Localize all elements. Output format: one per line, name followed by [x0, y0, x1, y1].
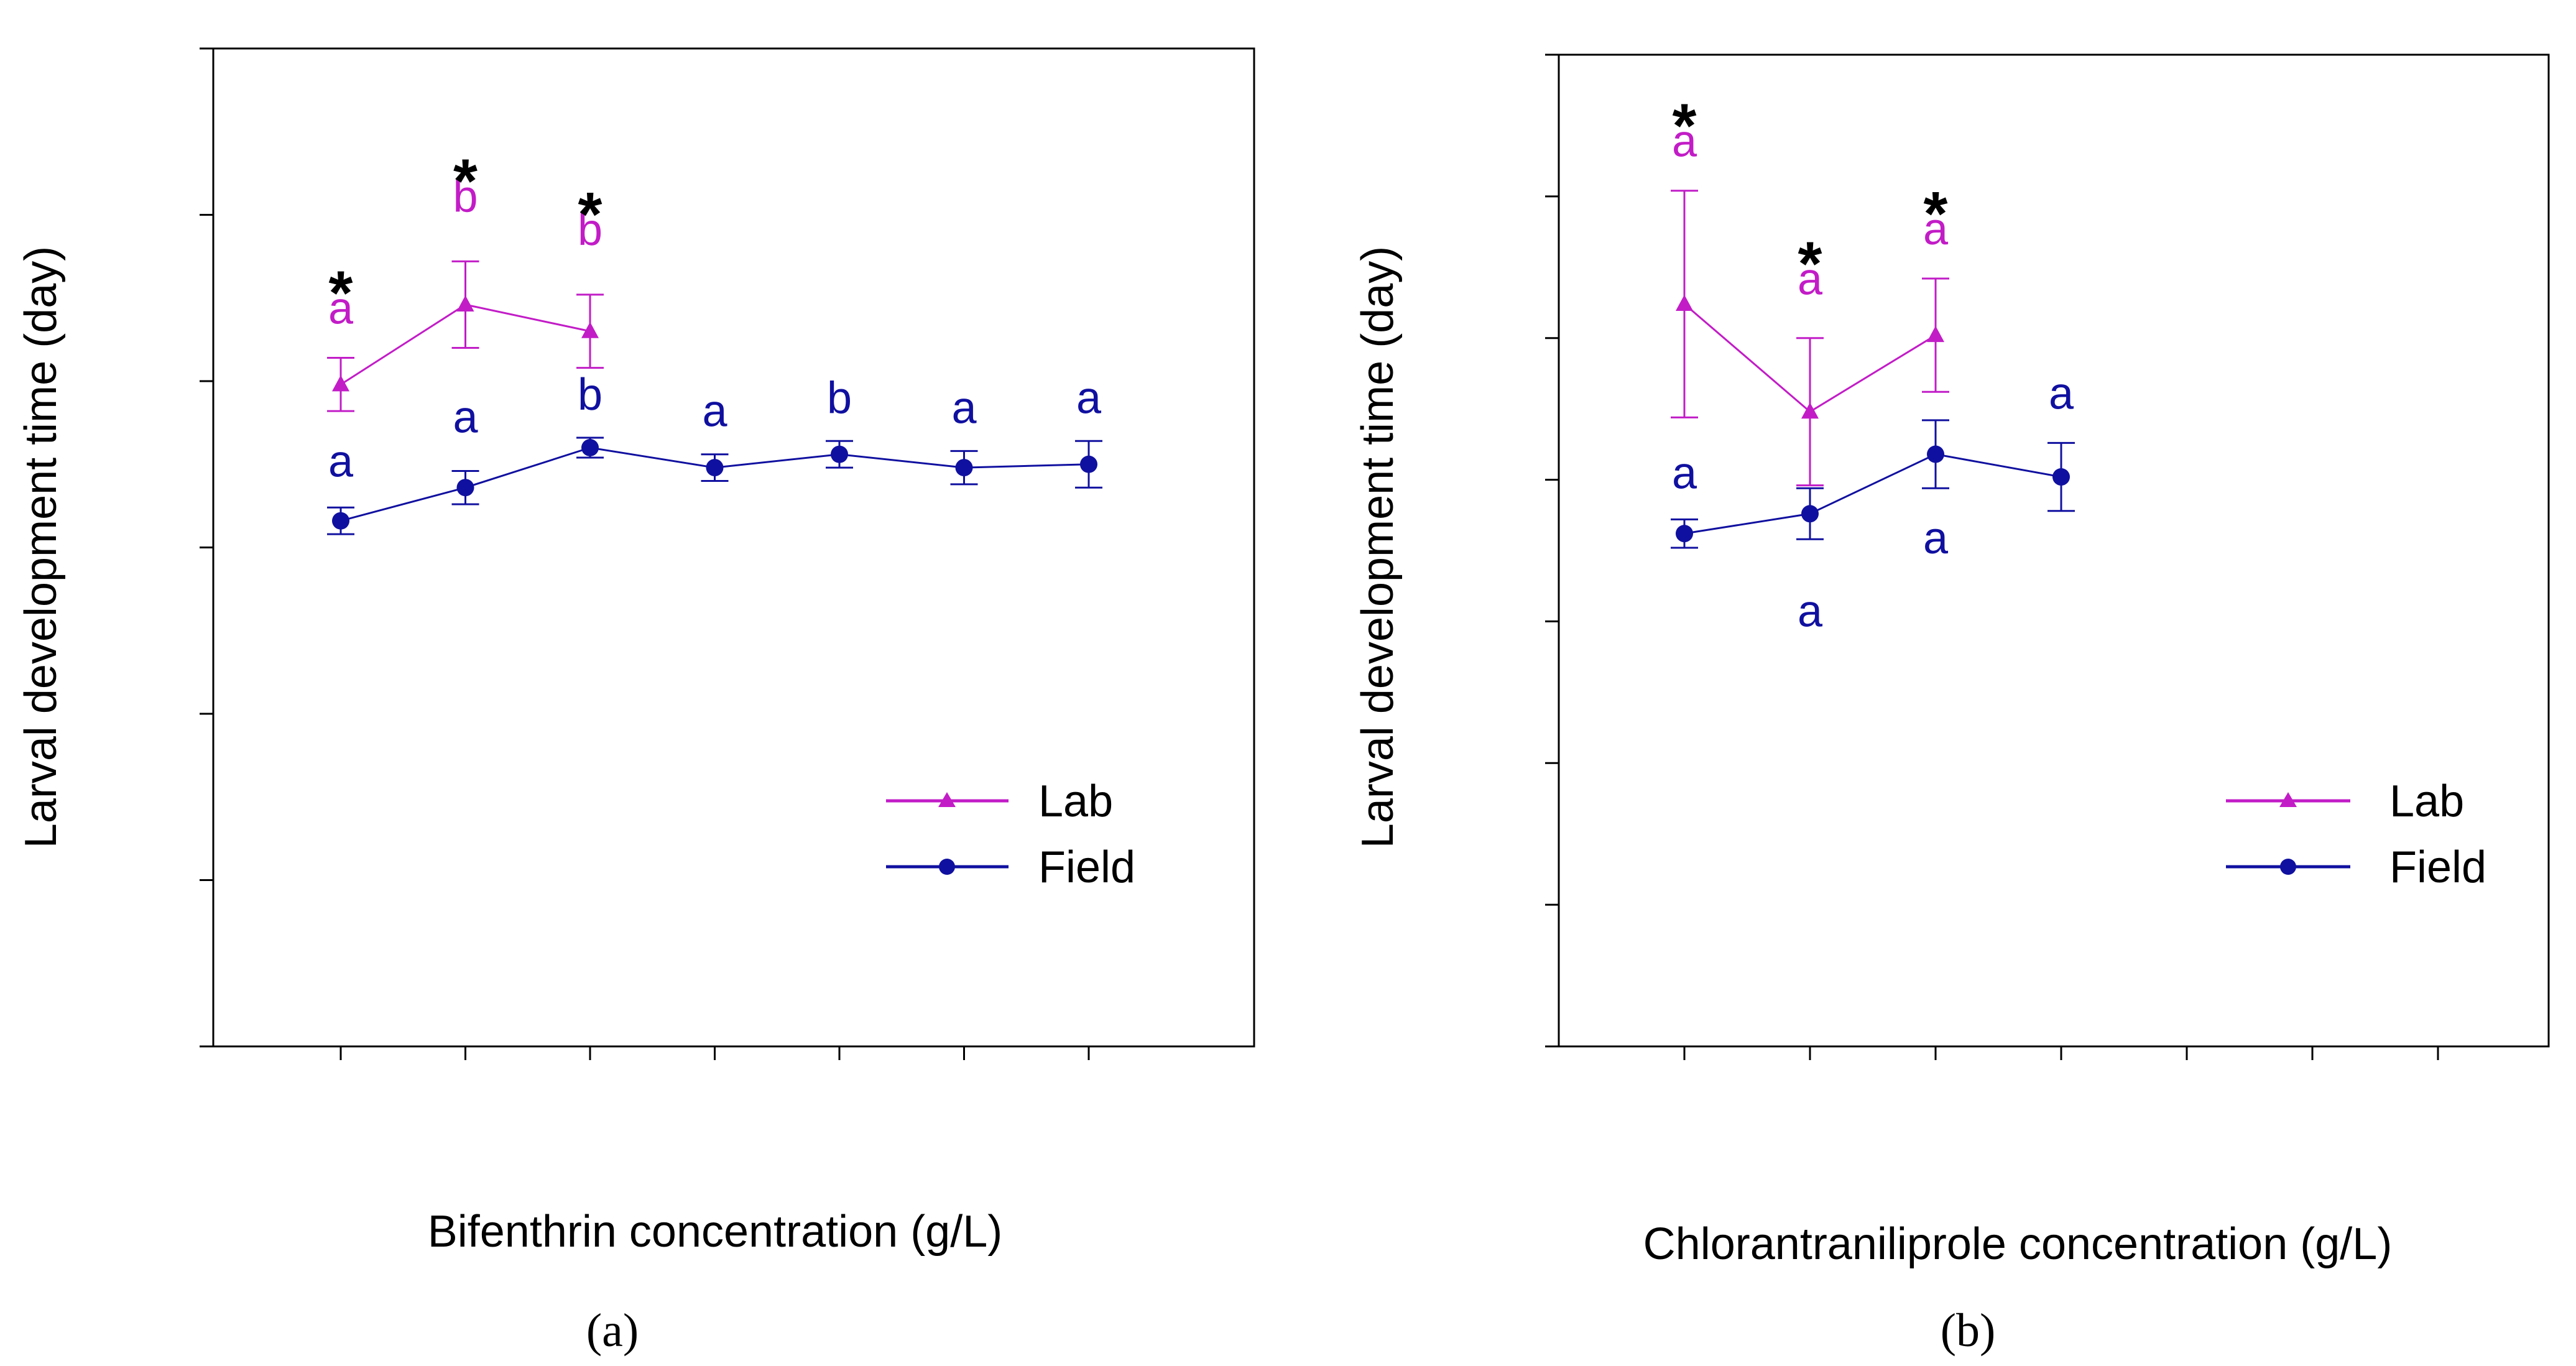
data-markers: [1676, 295, 2070, 543]
panel-label: (a): [586, 1304, 639, 1357]
significance-letter: a: [1672, 117, 1697, 167]
data-markers: [332, 295, 1097, 530]
data-point-field: [1801, 505, 1819, 523]
significance-letter: a: [2049, 369, 2074, 418]
y-axis-label: Larval development time (day): [1353, 246, 1403, 848]
significance-letter: a: [1923, 205, 1949, 254]
data-point-field: [831, 445, 848, 463]
significance-letter: a: [1798, 255, 1823, 305]
data-point-field: [1927, 445, 1944, 463]
data-point-field: [581, 439, 599, 456]
series-line-field: [1684, 453, 2062, 535]
significance-letter: a: [1076, 373, 1102, 423]
significance-letter: a: [1798, 586, 1823, 636]
significance-letter: a: [328, 284, 354, 334]
significance-stars: * * *: [1673, 91, 1948, 299]
legend-field-label: Field: [2389, 842, 2486, 892]
data-point-lab: [456, 295, 474, 312]
data-point-field: [456, 479, 474, 497]
x-axis-label: Bifenthrin concentration (g/L): [428, 1207, 1003, 1257]
data-point-lab: [581, 321, 599, 338]
data-point-field: [1676, 525, 1693, 543]
error-bars: [1671, 190, 2075, 549]
legend-field-label: Field: [1038, 842, 1135, 892]
panel-a: Larval development time (day) Bifenthrin…: [16, 47, 1255, 1357]
data-point-field: [706, 459, 724, 477]
significance-letter: a: [1923, 514, 1949, 563]
legend-lab-marker: [2279, 792, 2297, 807]
significance-letter: b: [578, 205, 602, 255]
series-lines: [1684, 303, 2062, 535]
legend-lab-marker: [938, 792, 956, 807]
significance-letters: a a a a a a a: [1672, 117, 2074, 637]
data-point-field: [955, 459, 973, 477]
plot-frame: [212, 47, 1255, 1048]
significance-letter: a: [951, 383, 977, 433]
significance-star: *: [453, 146, 478, 216]
legend: Lab Field: [2226, 777, 2486, 892]
legend-field-marker: [2280, 859, 2296, 875]
legend-lab-label: Lab: [2389, 777, 2464, 826]
significance-letter: a: [702, 387, 727, 436]
y-axis-label: Larval development time (day): [16, 246, 66, 848]
significance-letter: a: [1672, 448, 1697, 498]
significance-star: *: [1924, 179, 1948, 249]
data-point-lab: [332, 375, 349, 392]
legend-field-marker: [939, 859, 955, 875]
legend: Lab Field: [886, 777, 1135, 892]
significance-stars: * * *: [329, 146, 602, 328]
axis-ticks: [200, 47, 1090, 1060]
significance-letter: b: [827, 373, 852, 423]
legend-lab-label: Lab: [1038, 777, 1113, 826]
data-point-lab: [1927, 326, 1944, 343]
panel-b: Larval development time (day) Chlorantra…: [1353, 53, 2550, 1357]
data-point-lab: [1801, 402, 1819, 419]
x-axis-label: Chlorantraniliprole concentration (g/L): [1643, 1219, 2393, 1269]
significance-letter: b: [453, 172, 478, 221]
data-point-lab: [1676, 295, 1693, 312]
panel-label: (b): [1941, 1304, 1996, 1357]
data-point-field: [332, 512, 349, 530]
data-point-field: [1080, 455, 1097, 473]
axis-ticks: [1545, 53, 2439, 1060]
data-point-field: [2052, 468, 2070, 486]
significance-star: *: [578, 180, 602, 249]
plot-frame: [1558, 53, 2550, 1048]
significance-star: *: [1798, 229, 1822, 299]
significance-letter: a: [328, 436, 354, 486]
significance-star: *: [1673, 91, 1697, 161]
significance-letters: a b b a a b a b a a: [328, 172, 1102, 486]
significance-letter: a: [453, 392, 478, 442]
significance-star: *: [329, 259, 353, 328]
significance-letter: b: [578, 370, 602, 420]
